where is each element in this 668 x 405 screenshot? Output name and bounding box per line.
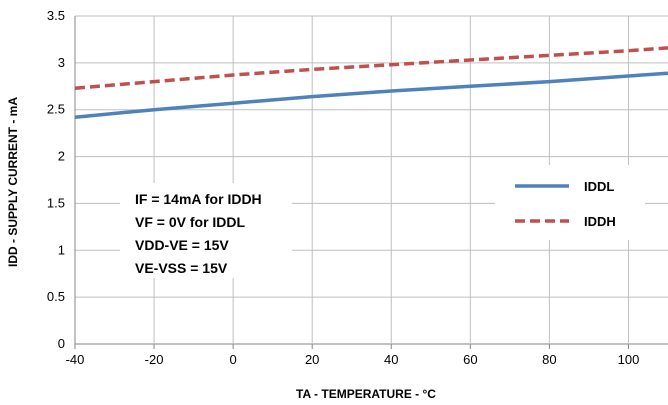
x-tick-label: 60 bbox=[463, 352, 477, 367]
y-axis-title: IDD - SUPPLY CURRENT - mA bbox=[6, 97, 20, 267]
series-line-iddh bbox=[74, 46, 668, 90]
x-tick-label: 100 bbox=[618, 352, 640, 367]
y-tick-label: 0 bbox=[58, 336, 65, 351]
x-tick-label: 0 bbox=[230, 352, 237, 367]
x-tick-label: -40 bbox=[66, 352, 85, 367]
x-tick-label: -20 bbox=[145, 352, 164, 367]
legend-label-iddl: IDDL bbox=[584, 179, 614, 194]
y-tick-label: 3.5 bbox=[47, 8, 65, 23]
series-line-iddl bbox=[74, 71, 668, 119]
annotation-line-2: VF = 0V for IDDL bbox=[135, 214, 246, 230]
x-axis-ticks: -40 -20 0 20 40 60 80 100 bbox=[66, 352, 640, 367]
annotation-background bbox=[120, 183, 292, 278]
y-tick-label: 0.5 bbox=[47, 289, 65, 304]
y-axis-ticks: 0 0.5 1 1.5 2 2.5 3 3.5 bbox=[47, 8, 65, 351]
y-tick-label: 1 bbox=[58, 242, 65, 257]
annotation-box: IF = 14mA for IDDH VF = 0V for IDDL VDD-… bbox=[120, 183, 292, 278]
annotation-line-4: VE-VSS = 15V bbox=[135, 260, 228, 276]
legend-background bbox=[495, 165, 645, 240]
y-tick-label: 3 bbox=[58, 55, 65, 70]
x-tick-label: 80 bbox=[542, 352, 556, 367]
x-axis-title: TA - TEMPERATURE - °C bbox=[296, 387, 436, 401]
x-tick-label: 20 bbox=[305, 352, 319, 367]
annotation-line-1: IF = 14mA for IDDH bbox=[135, 191, 262, 207]
x-tick-label: 40 bbox=[384, 352, 398, 367]
annotation-line-3: VDD-VE = 15V bbox=[135, 237, 229, 253]
legend-label-iddh: IDDH bbox=[584, 214, 616, 229]
y-tick-label: 2.5 bbox=[47, 102, 65, 117]
legend: IDDL IDDH bbox=[495, 165, 645, 240]
y-tick-label: 1.5 bbox=[47, 195, 65, 210]
y-tick-label: 2 bbox=[58, 149, 65, 164]
series-layer bbox=[74, 46, 668, 119]
